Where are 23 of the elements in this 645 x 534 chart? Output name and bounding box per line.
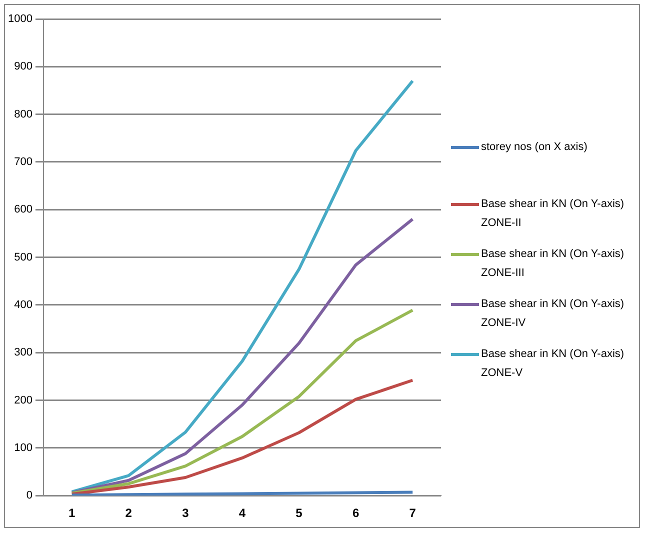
y-tick-label: 600: [14, 203, 32, 216]
y-tick-label: 300: [14, 346, 32, 358]
y-tick-label: 800: [14, 108, 32, 120]
x-tick-label: 6: [352, 506, 360, 520]
legend-label: Base shear in KN (On Y-axis) ZONE-II: [481, 196, 626, 230]
y-tick-label: 400: [14, 298, 32, 310]
y-tick-label: 1000: [8, 12, 32, 25]
legend-label: Base shear in KN (On Y-axis) ZONE-V: [481, 346, 626, 380]
legend-label: storey nos (on X axis): [481, 140, 588, 154]
y-tick-label: 100: [14, 441, 32, 454]
x-tick-label: 4: [238, 506, 246, 520]
x-tick-label: 5: [296, 506, 303, 520]
y-tick-label: 700: [14, 156, 32, 168]
y-tick-label: 500: [14, 250, 32, 263]
legend-label: Base shear in KN (On Y-axis) ZONE-III: [481, 246, 626, 280]
y-tick-label: 0: [26, 489, 32, 502]
y-tick-label: 200: [14, 394, 32, 406]
x-tick-label: 3: [182, 506, 190, 520]
y-tick-label: 900: [14, 60, 32, 72]
x-tick-label: 7: [409, 506, 416, 520]
legend-label: Base shear in KN (On Y-axis) ZONE-IV: [481, 296, 626, 330]
x-tick-label: 1: [68, 506, 76, 520]
x-tick-label: 2: [125, 506, 132, 520]
